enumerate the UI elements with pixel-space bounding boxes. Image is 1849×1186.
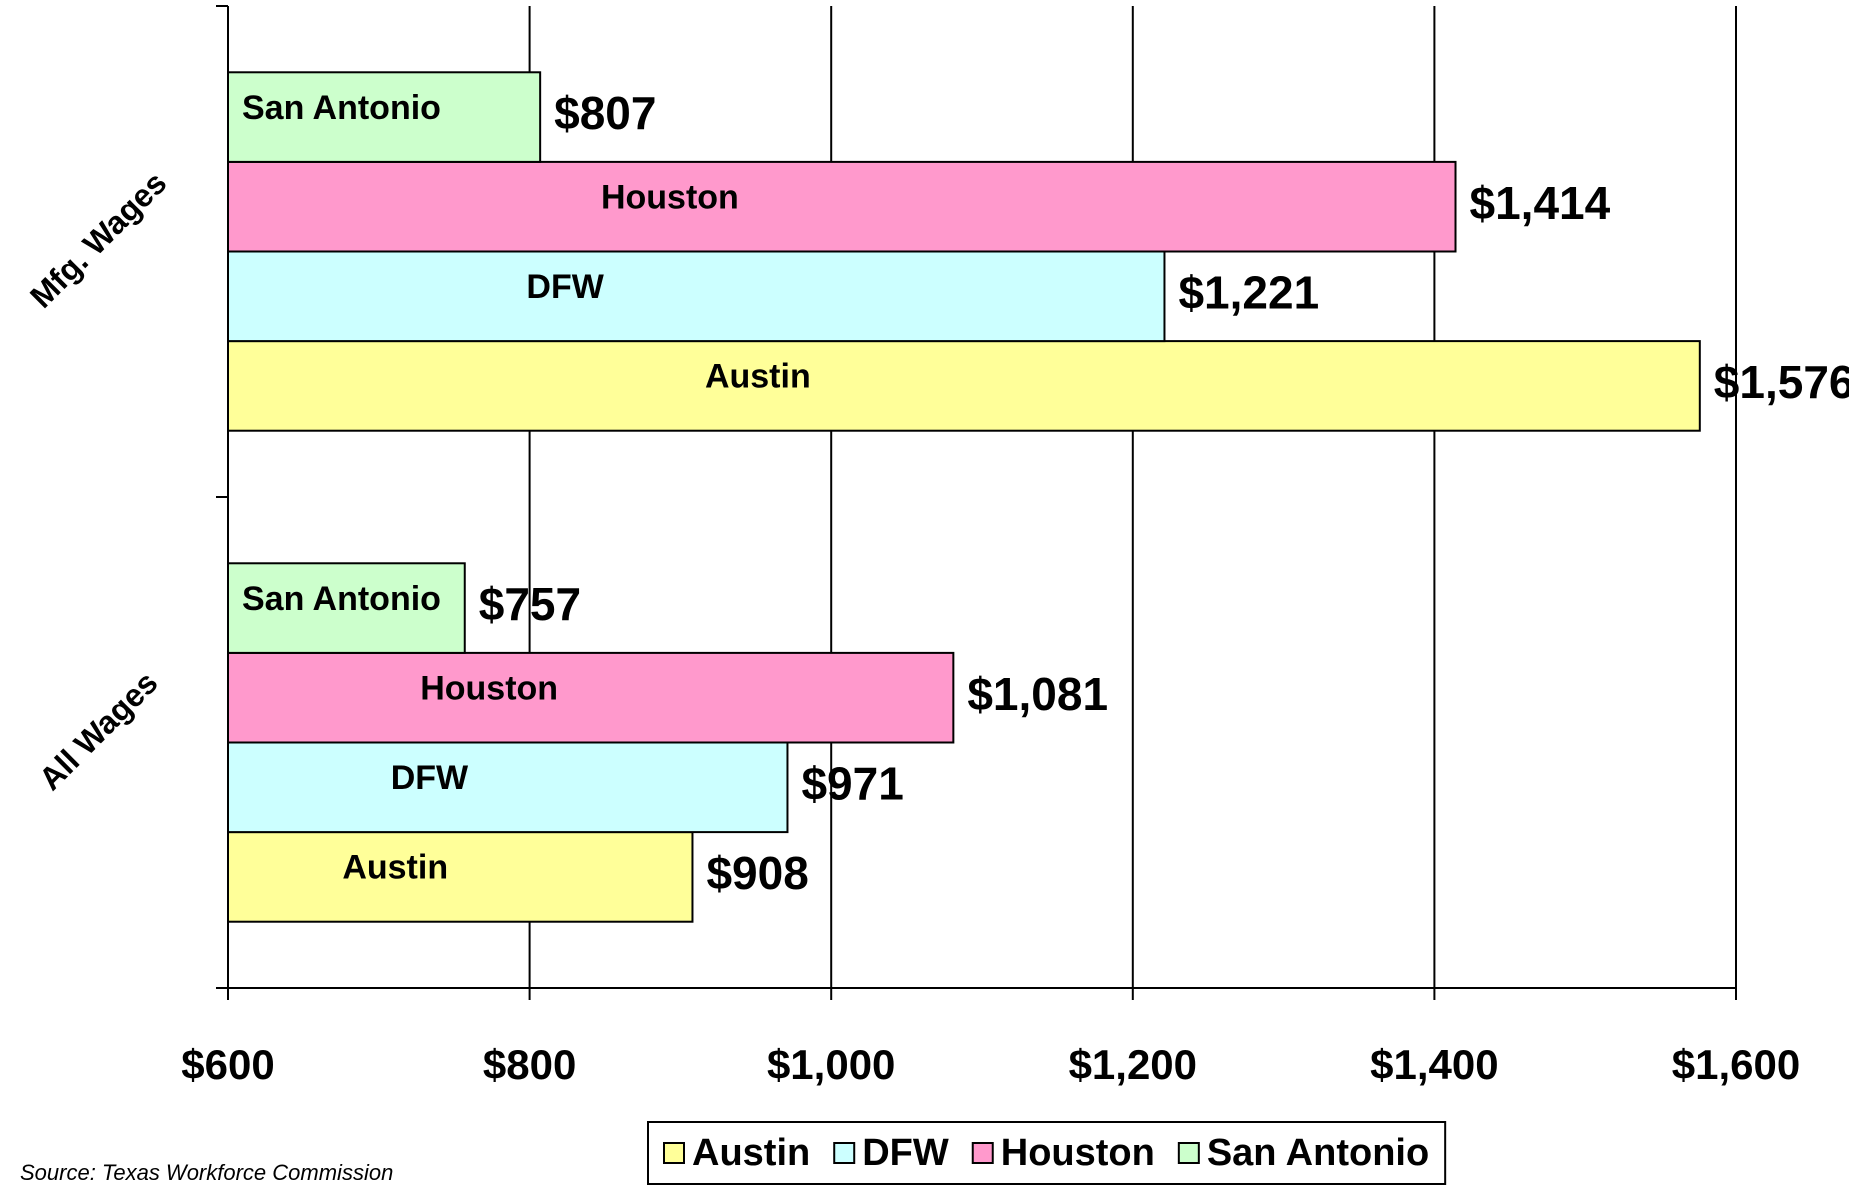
source-note: Source: Texas Workforce Commission (20, 1160, 393, 1185)
bar-series-label: DFW (526, 268, 604, 306)
bar-series-label: Houston (420, 670, 558, 708)
bar-series-label: San Antonio (242, 580, 441, 618)
legend-label: Austin (692, 1132, 810, 1174)
bar-series-label: Austin (342, 849, 448, 887)
category-label: All Wages (32, 664, 165, 797)
bar (227, 250, 1166, 343)
x-tick-label: $1,400 (1370, 1041, 1498, 1088)
value-label: $908 (706, 847, 808, 899)
value-label: $1,081 (967, 668, 1108, 720)
x-tick-label: $800 (483, 1041, 576, 1088)
legend-label: San Antonio (1207, 1132, 1429, 1174)
category-label: Mfg. Wages (23, 165, 173, 315)
x-tick-label: $1,600 (1672, 1041, 1800, 1088)
bar (227, 71, 542, 163)
legend-swatch (663, 1142, 685, 1164)
x-tick-label: $1,200 (1069, 1041, 1197, 1088)
legend-swatch (1177, 1142, 1200, 1164)
legend-swatch (971, 1142, 994, 1164)
value-label: $807 (554, 87, 656, 139)
bar (227, 160, 1457, 253)
bar-series-label: Houston (601, 179, 739, 217)
legend-box (647, 1121, 1447, 1185)
bar-series-label: DFW (391, 759, 469, 797)
bar (227, 651, 955, 744)
value-label: $757 (479, 578, 581, 630)
legend: Austin DFW Houston San Antonio (647, 1121, 1447, 1185)
value-label: $1,576 (1714, 356, 1849, 408)
value-label: $971 (801, 757, 903, 809)
bar-series-label: San Antonio (242, 89, 441, 127)
bar (227, 340, 1701, 432)
legend-swatch (833, 1142, 856, 1164)
bar (227, 562, 466, 654)
bar (227, 831, 694, 923)
x-tick-label: $1,000 (767, 1041, 895, 1088)
x-tick-label: $600 (181, 1041, 274, 1088)
value-label: $1,414 (1470, 177, 1611, 229)
legend-label: Houston (1001, 1132, 1155, 1174)
legend-label: DFW (862, 1132, 949, 1174)
bar-series-label: Austin (705, 358, 811, 396)
value-label: $1,221 (1178, 266, 1319, 318)
bar (227, 741, 789, 834)
